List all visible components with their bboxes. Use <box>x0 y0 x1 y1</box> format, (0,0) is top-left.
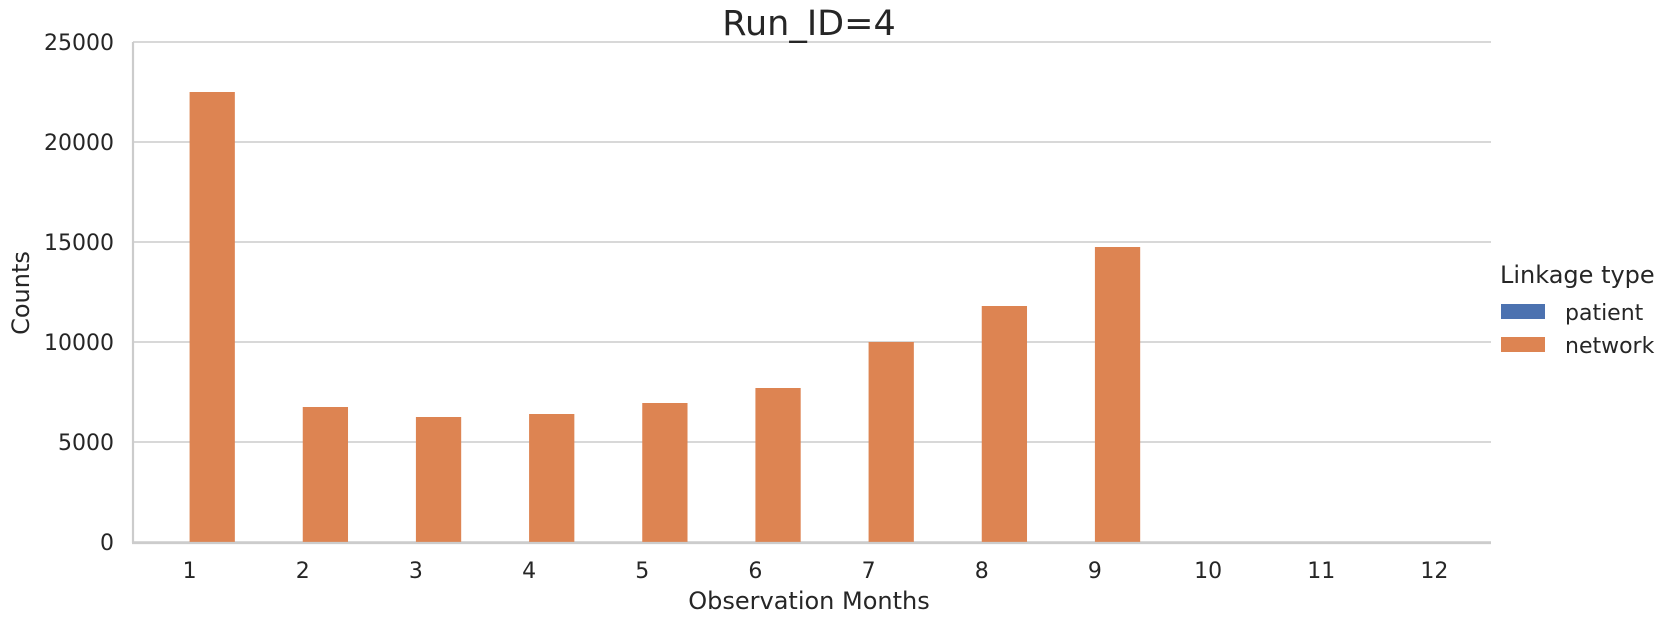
x-tick-label: 8 <box>975 559 989 584</box>
axes <box>131 42 1491 545</box>
x-tick-labels: 1 2 3 4 5 6 7 8 9 10 11 12 <box>183 559 1449 584</box>
bar-network-7 <box>868 342 914 542</box>
x-tick-label: 9 <box>1088 559 1102 584</box>
x-axis-label: Observation Months <box>688 587 930 615</box>
legend-label-patient: patient <box>1565 301 1644 326</box>
y-axis-label: Counts <box>7 251 35 335</box>
y-tick-label: 5000 <box>58 431 114 456</box>
bar-network-2 <box>302 407 349 542</box>
bar-network-4 <box>529 414 575 542</box>
x-tick-label: 3 <box>409 559 423 584</box>
x-tick-label: 7 <box>862 559 876 584</box>
bar-network-8 <box>981 306 1028 542</box>
bars <box>189 92 1141 542</box>
x-tick-label: 1 <box>183 559 197 584</box>
y-tick-label: 0 <box>100 531 114 556</box>
legend: Linkage type patient network <box>1500 261 1655 359</box>
y-tick-label: 25000 <box>44 31 114 56</box>
y-tick-label: 20000 <box>44 131 114 156</box>
y-tick-labels: 0 5000 10000 15000 20000 25000 <box>44 31 114 556</box>
bar-network-3 <box>415 417 462 542</box>
y-tick-label: 15000 <box>44 231 114 256</box>
x-tick-label: 5 <box>635 559 649 584</box>
bar-network-5 <box>642 403 688 542</box>
x-tick-label: 10 <box>1194 559 1222 584</box>
bar-network-6 <box>755 388 801 542</box>
bar-network-1 <box>189 92 235 542</box>
x-tick-label: 12 <box>1420 559 1448 584</box>
y-tick-label: 10000 <box>44 331 114 356</box>
x-tick-label: 4 <box>522 559 536 584</box>
legend-swatch-network <box>1501 337 1545 352</box>
x-tick-label: 2 <box>296 559 310 584</box>
legend-label-network: network <box>1565 334 1655 359</box>
legend-title: Linkage type <box>1500 261 1655 289</box>
legend-swatch-patient <box>1501 304 1545 319</box>
x-tick-label: 6 <box>748 559 762 584</box>
bar-network-9 <box>1094 247 1141 542</box>
chart-title: Run_ID=4 <box>722 4 895 44</box>
x-tick-label: 11 <box>1307 559 1335 584</box>
